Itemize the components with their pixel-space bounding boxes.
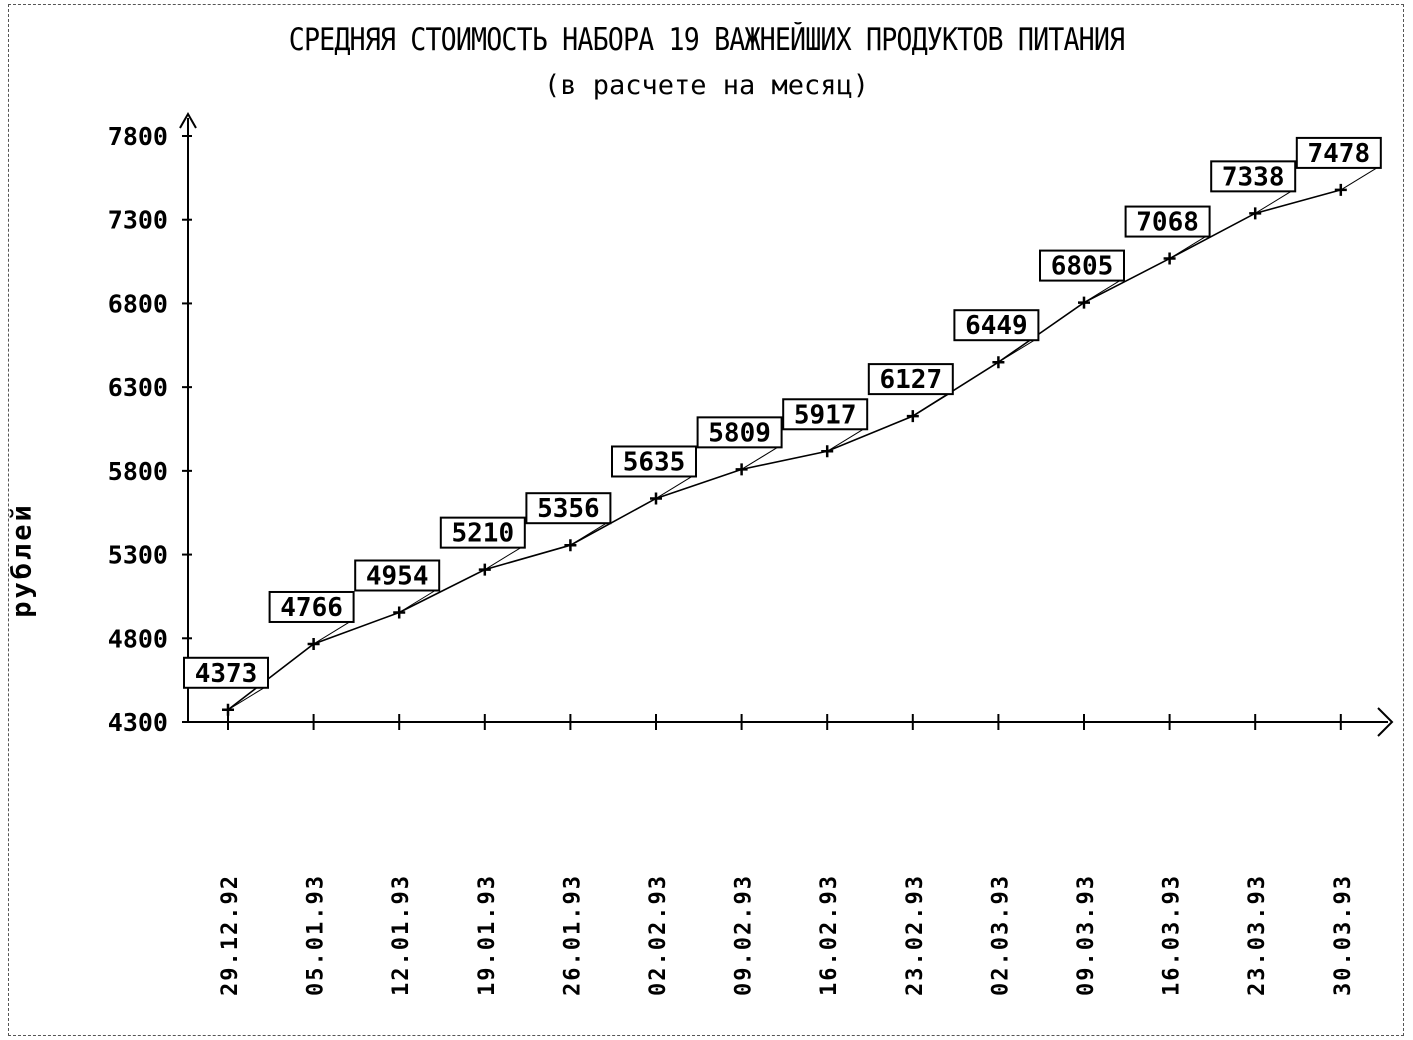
data-point-marker (393, 606, 406, 619)
y-axis-arrow (179, 111, 197, 129)
data-label-leader (998, 339, 1035, 363)
data-label: 6449 (965, 311, 1028, 341)
x-tick-label: 02.02.93 (646, 874, 671, 996)
x-tick-label: 16.02.93 (817, 874, 842, 996)
y-tick-label: 4800 (108, 624, 168, 653)
data-label-box (1039, 249, 1125, 282)
data-label: 6805 (1051, 252, 1114, 282)
data-label-box (696, 416, 783, 449)
data-label-leader (655, 476, 693, 499)
data-label: 5809 (708, 418, 771, 448)
data-label-box (953, 309, 1040, 342)
data-label-leader (484, 547, 522, 571)
data-label: 5635 (623, 447, 686, 477)
data-label-leader (1254, 190, 1292, 214)
data-point-marker (1163, 252, 1176, 265)
y-tick-label: 7300 (108, 206, 168, 235)
x-tick-label: 05.01.93 (304, 874, 329, 996)
data-label-box (1210, 160, 1297, 193)
data-label: 5917 (794, 400, 857, 430)
data-label-box (867, 363, 954, 396)
y-tick-label: 7800 (108, 122, 168, 151)
data-label: 6127 (879, 365, 942, 395)
data-label-leader (1083, 280, 1121, 304)
chart-frame (8, 4, 1404, 1036)
data-label: 7478 (1307, 139, 1370, 169)
data-label-leader (313, 621, 350, 645)
data-label-leader (398, 590, 436, 613)
data-label-box (354, 559, 441, 592)
data-label-leader (912, 393, 950, 417)
x-tick-label: 16.03.93 (1160, 874, 1185, 996)
data-label: 7068 (1136, 208, 1199, 238)
data-label: 5356 (537, 494, 600, 524)
x-tick-label: 09.03.93 (1074, 874, 1099, 996)
data-point-marker (650, 492, 662, 505)
y-tick-label: 6300 (108, 373, 168, 402)
x-tick-label: 23.03.93 (1245, 874, 1270, 996)
data-label-box (1295, 136, 1382, 169)
data-label-leader (1340, 167, 1378, 191)
y-tick-label: 6800 (108, 289, 168, 318)
data-label-leader (570, 522, 607, 546)
data-label-leader (826, 428, 864, 452)
x-tick-label: 23.02.93 (903, 874, 928, 996)
data-label: 5210 (451, 519, 514, 549)
x-tick-label: 30.03.93 (1331, 874, 1356, 996)
data-label-leader (227, 687, 265, 711)
x-tick-label: 29.12.92 (218, 874, 243, 996)
chart-title: СРЕДНЯЯ СТОИМОСТЬ НАБОРА 19 ВАЖНЕЙШИХ ПР… (288, 22, 1125, 58)
data-label: 7338 (1222, 162, 1285, 192)
x-tick-label: 02.03.93 (988, 874, 1013, 996)
x-tick-label: 09.02.93 (732, 874, 757, 996)
data-label: 4373 (195, 659, 258, 689)
data-label-box (439, 516, 526, 549)
data-label-leader (741, 446, 778, 470)
data-label-box (611, 445, 697, 478)
y-tick-label: 5800 (108, 457, 168, 486)
series-line (227, 189, 1342, 711)
x-tick-label: 26.01.93 (560, 874, 585, 996)
x-tick-label: 12.01.93 (389, 874, 414, 996)
data-label: 4954 (366, 562, 429, 592)
chart-subtitle: (в расчете на месяц) (543, 70, 870, 101)
x-tick-label: 19.01.93 (475, 874, 500, 996)
data-label-box (525, 492, 612, 525)
data-label-box (1124, 205, 1211, 238)
data-label-box (782, 398, 869, 431)
y-tick-label: 5300 (108, 541, 168, 570)
data-label-leader (1169, 236, 1206, 259)
data-point-marker (222, 703, 234, 716)
x-axis-arrow (1377, 707, 1394, 737)
data-label-box (183, 656, 269, 689)
y-tick-label: 4300 (108, 708, 168, 737)
data-label: 4766 (280, 593, 343, 623)
data-label-box (268, 590, 355, 623)
